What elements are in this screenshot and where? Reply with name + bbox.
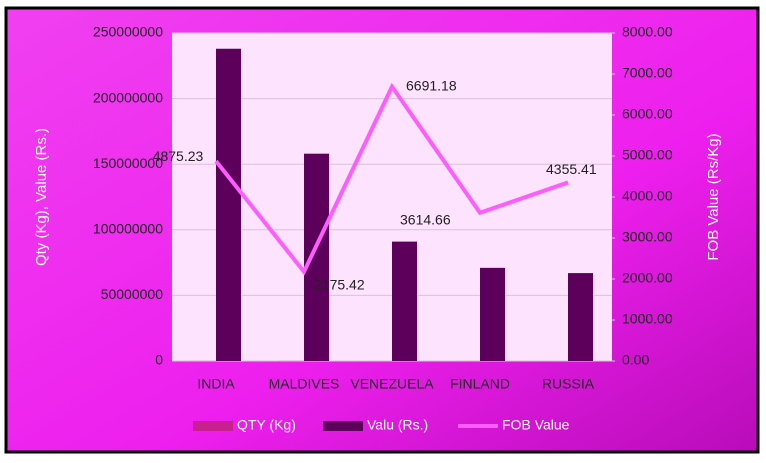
bar: [480, 268, 505, 361]
bar: [304, 154, 329, 361]
bar: [568, 273, 593, 361]
bar: [216, 49, 241, 361]
y2-tick-label: 6000.00: [622, 106, 673, 122]
x-tick-label: MALDIVES: [269, 376, 340, 392]
data-label: 6691.18: [406, 77, 457, 93]
x-tick-label: FINLAND: [450, 376, 510, 392]
data-label: 2175.42: [314, 277, 365, 293]
legend-label: Valu (Rs.): [367, 417, 428, 433]
legend-label: QTY (Kg): [237, 417, 296, 433]
legend-swatch: [193, 421, 233, 431]
y2-tick-label: 7000.00: [622, 65, 673, 81]
legend-swatch: [323, 421, 363, 431]
y2-tick-label: 3000.00: [622, 229, 673, 245]
legend-label: FOB Value: [502, 417, 570, 433]
y2-tick-label: 2000.00: [622, 270, 673, 286]
y2-axis-title: FOB Value (Rs/Kg): [705, 133, 722, 260]
y-tick-label: 0: [155, 352, 163, 368]
data-label: 3614.66: [400, 212, 451, 228]
y2-tick-label: 1000.00: [622, 311, 673, 327]
y-tick-label: 50000000: [101, 286, 164, 302]
y-tick-label: 100000000: [93, 221, 163, 237]
data-label: 4875.23: [153, 148, 204, 164]
bar: [392, 242, 417, 361]
y2-tick-label: 5000.00: [622, 147, 673, 163]
x-tick-label: VENEZUELA: [350, 376, 434, 392]
y2-tick-label: 8000.00: [622, 24, 673, 40]
y-tick-label: 200000000: [93, 89, 163, 105]
y2-tick-label: 0.00: [622, 352, 649, 368]
y-tick-label: 250000000: [93, 24, 163, 40]
x-tick-label: RUSSIA: [542, 376, 595, 392]
y2-tick-label: 4000.00: [622, 188, 673, 204]
x-tick-label: INDIA: [197, 376, 235, 392]
y-axis-title: Qty (Kg), Value (Rs.): [33, 128, 50, 266]
data-label: 4355.41: [546, 161, 597, 177]
